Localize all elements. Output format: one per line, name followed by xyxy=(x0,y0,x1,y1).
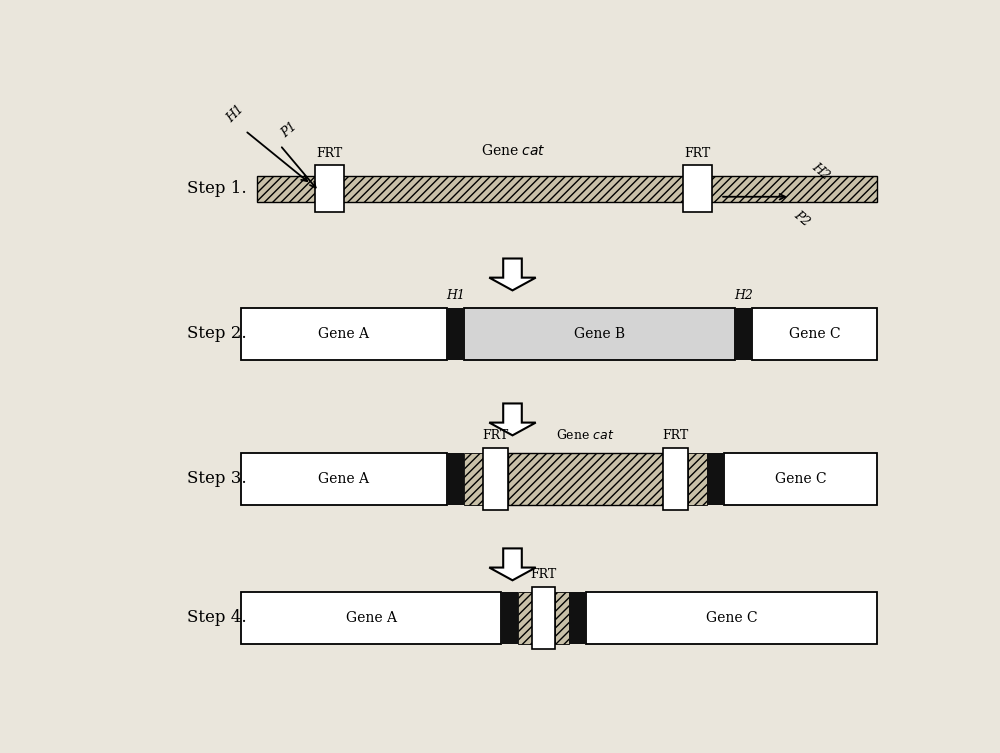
Bar xyxy=(752,308,877,360)
Text: H2: H2 xyxy=(734,289,753,302)
Bar xyxy=(315,166,344,212)
Text: Step 1.: Step 1. xyxy=(187,181,247,197)
Text: H1: H1 xyxy=(225,102,247,125)
Bar xyxy=(663,447,688,510)
Text: Gene A: Gene A xyxy=(318,472,369,486)
Polygon shape xyxy=(489,404,536,435)
Text: FRT: FRT xyxy=(662,428,688,442)
Text: P2: P2 xyxy=(791,209,812,229)
Bar xyxy=(447,453,464,505)
Bar xyxy=(586,592,877,644)
Bar xyxy=(483,447,508,510)
Text: Step 2.: Step 2. xyxy=(187,325,247,343)
Text: Gene B: Gene B xyxy=(574,327,625,341)
Bar xyxy=(501,592,518,644)
Text: Gene C: Gene C xyxy=(775,472,826,486)
Text: Step 4.: Step 4. xyxy=(187,609,247,626)
Bar xyxy=(464,308,735,360)
Text: P1: P1 xyxy=(279,120,300,141)
Bar xyxy=(508,453,663,505)
Bar xyxy=(683,166,712,212)
Text: Gene C: Gene C xyxy=(789,327,840,341)
Bar xyxy=(735,308,752,360)
Bar xyxy=(464,453,483,505)
Text: Gene A: Gene A xyxy=(318,327,369,341)
Bar xyxy=(569,592,586,644)
Text: FRT: FRT xyxy=(482,428,509,442)
Bar xyxy=(688,453,707,505)
Text: FRT: FRT xyxy=(316,147,343,160)
Text: Gene A: Gene A xyxy=(346,611,397,625)
Text: H2: H2 xyxy=(810,160,832,182)
Bar xyxy=(707,453,724,505)
Bar xyxy=(257,176,877,202)
Text: FRT: FRT xyxy=(530,568,557,581)
Bar xyxy=(518,592,532,644)
Text: Step 3.: Step 3. xyxy=(187,471,247,487)
Bar xyxy=(447,308,464,360)
Polygon shape xyxy=(489,258,536,291)
Text: FRT: FRT xyxy=(685,147,711,160)
Text: H1: H1 xyxy=(446,289,465,302)
Polygon shape xyxy=(489,548,536,581)
Bar xyxy=(555,592,569,644)
Bar xyxy=(241,592,501,644)
Bar xyxy=(241,308,447,360)
Text: Gene C: Gene C xyxy=(706,611,757,625)
Bar xyxy=(532,587,555,649)
Bar xyxy=(241,453,447,505)
Text: Gene $\it{cat}$: Gene $\it{cat}$ xyxy=(481,144,546,158)
Text: Gene $\it{cat}$: Gene $\it{cat}$ xyxy=(556,428,615,442)
Bar xyxy=(724,453,877,505)
